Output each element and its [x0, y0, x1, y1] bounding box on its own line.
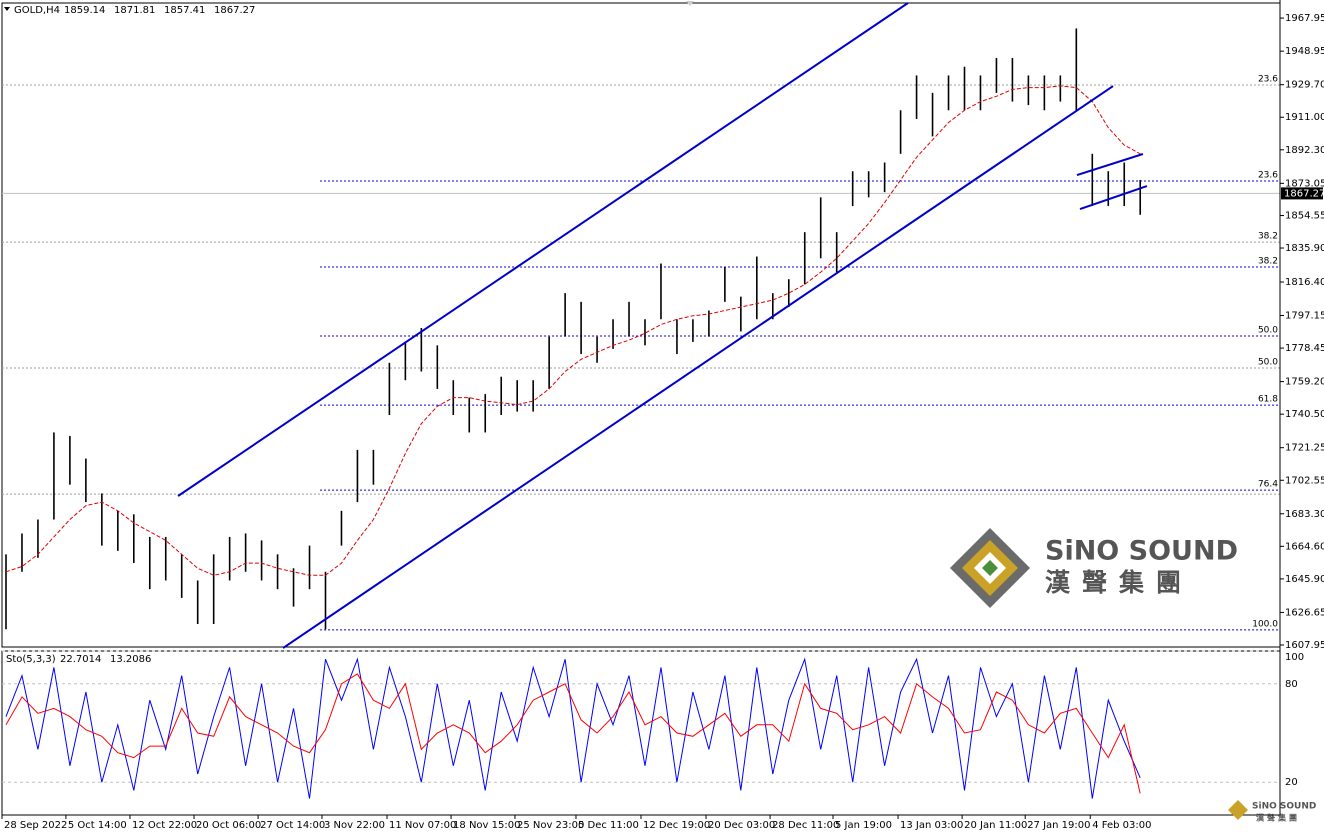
channel-line: [1076, 153, 1144, 177]
stoch-line: [5, 657, 1141, 799]
title-value: 1857.41: [164, 5, 205, 16]
small-logo: [1228, 800, 1248, 820]
fib-label: 50.0: [1258, 325, 1278, 335]
small-watermark-name: SiNO SOUND: [1252, 802, 1316, 812]
title-value: 1859.14: [64, 5, 105, 16]
y-tick-label: 80: [1285, 679, 1298, 690]
fib-label: 76.4: [1258, 480, 1278, 490]
title-value: 1871.81: [114, 5, 155, 16]
y-tick-label: 1759.20: [1285, 377, 1324, 388]
x-tick-label: 12 Oct 22:00: [132, 820, 197, 831]
y-tick-label: 1721.25: [1285, 443, 1324, 454]
x-tick-label: 28 Sep 2022: [4, 820, 67, 831]
x-tick-label: 3 Nov 22:00: [324, 820, 385, 831]
watermark-chinese: 漢聲集團: [1045, 568, 1193, 597]
x-tick-label: 20 Oct 06:00: [196, 820, 261, 831]
x-tick-label: 5 Oct 14:00: [68, 820, 127, 831]
y-tick-label: 1929.70: [1285, 80, 1324, 91]
x-tick-label: 28 Dec 11:00: [772, 820, 839, 831]
y-tick-label: 1797.15: [1285, 311, 1324, 322]
y-tick-label: 1967.95: [1285, 13, 1324, 24]
y-tick-label: 1854.55: [1285, 211, 1324, 222]
x-tick-label: 27 Jan 19:00: [1027, 820, 1090, 831]
x-tick-label: 18 Nov 15:00: [453, 820, 520, 831]
title-value: 1867.27: [214, 5, 255, 16]
y-tick-label: 1778.45: [1285, 343, 1324, 354]
small-watermark-chinese: 漢聲集團: [1256, 813, 1300, 823]
fib-label: 50.0: [1258, 358, 1278, 368]
y-tick-label: 1664.60: [1285, 541, 1324, 552]
title-value: 13.2086: [110, 654, 151, 665]
bars: [5, 28, 1142, 630]
shift-marker: [686, 1, 694, 6]
y-tick-label: 1607.95: [1285, 640, 1324, 651]
fib-label: 23.6: [1258, 75, 1278, 85]
x-tick-label: 5 Dec 11:00: [578, 820, 639, 831]
channel-line: [282, 85, 1114, 649]
last-price-box: [1281, 187, 1323, 200]
fib-label: 38.2: [1258, 257, 1278, 267]
y-tick-label: 1702.55: [1285, 475, 1324, 486]
y-tick-label: 1645.90: [1285, 574, 1324, 585]
x-tick-label: 5 Jan 19:00: [835, 820, 892, 831]
logo-core: [982, 560, 998, 576]
chart-title: GOLD,H4: [14, 5, 60, 16]
stoch-title: Sto(5,3,3): [6, 654, 56, 665]
fib-label: 38.2: [1258, 232, 1278, 242]
x-tick-label: 20 Dec 03:00: [708, 820, 775, 831]
last-price-label: 1867.27: [1284, 188, 1324, 199]
stoch-line: [5, 673, 1141, 794]
x-tick-label: 27 Oct 14:00: [260, 820, 325, 831]
y-tick-label: 1873.05: [1285, 178, 1324, 189]
channel-line: [177, 2, 909, 497]
y-tick-label: 100: [1285, 652, 1304, 663]
y-tick-label: 1911.00: [1285, 112, 1324, 123]
y-tick-label: 20: [1285, 777, 1298, 788]
moving-average: [5, 85, 1141, 576]
fib-label: 23.6: [1258, 170, 1278, 180]
fib-label: 100.0: [1252, 619, 1278, 629]
x-tick-label: 11 Nov 07:00: [389, 820, 456, 831]
x-tick-label: 13 Jan 03:00: [900, 820, 963, 831]
x-tick-label: 12 Dec 19:00: [643, 820, 710, 831]
channel-line: [1079, 185, 1148, 210]
y-tick-label: 1835.90: [1285, 243, 1324, 254]
y-tick-label: 1816.40: [1285, 277, 1324, 288]
x-tick-label: 4 Feb 03:00: [1092, 820, 1151, 831]
watermark: SiNO SOUND 漢聲集團 SiNO SOUND 漢聲集團: [950, 528, 1316, 823]
fib-label: 61.8: [1258, 395, 1278, 405]
x-tick-label: 25 Nov 23:00: [517, 820, 584, 831]
x-tick-label: 20 Jan 11:00: [964, 820, 1027, 831]
y-tick-label: 1683.30: [1285, 509, 1324, 520]
y-tick-label: 1948.95: [1285, 46, 1324, 57]
menu-arrow: [4, 7, 10, 11]
watermark-name: SiNO SOUND: [1045, 536, 1238, 567]
y-tick-label: 1892.30: [1285, 145, 1324, 156]
title-value: 22.7014: [60, 654, 101, 665]
y-tick-label: 1740.50: [1285, 409, 1324, 420]
y-tick-label: 1626.65: [1285, 607, 1324, 618]
